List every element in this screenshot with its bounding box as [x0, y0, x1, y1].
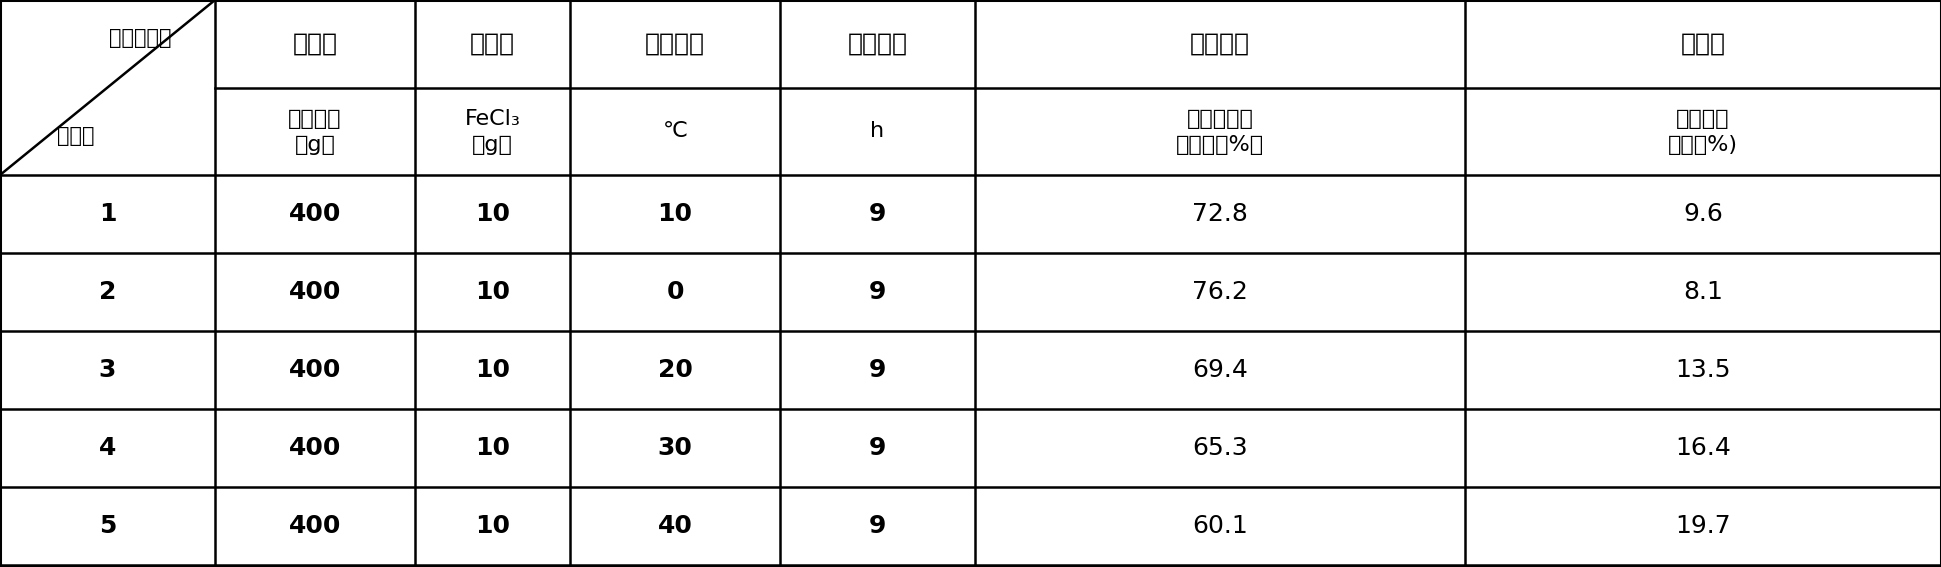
Text: 10: 10	[476, 358, 510, 382]
Text: 19.7: 19.7	[1675, 514, 1731, 538]
Text: 条件与结果: 条件与结果	[109, 28, 171, 49]
Text: 9.6: 9.6	[1683, 202, 1724, 226]
Text: 反应温度: 反应温度	[644, 32, 705, 56]
Text: 16.4: 16.4	[1675, 436, 1731, 460]
Text: 9: 9	[870, 358, 887, 382]
Text: 苯含量（%）: 苯含量（%）	[1176, 136, 1264, 155]
Text: 400: 400	[289, 280, 342, 304]
Text: 1: 1	[99, 202, 116, 226]
Text: 72.8: 72.8	[1192, 202, 1248, 226]
Text: 含量（%): 含量（%)	[1667, 136, 1737, 155]
Text: 10: 10	[476, 436, 510, 460]
Text: 2: 2	[99, 280, 116, 304]
Text: 10: 10	[476, 514, 510, 538]
Text: 3: 3	[99, 358, 116, 382]
Text: 9: 9	[870, 514, 887, 538]
Text: 5: 5	[99, 514, 116, 538]
Text: 65.3: 65.3	[1192, 436, 1248, 460]
Text: 400: 400	[289, 436, 342, 460]
Text: 副产物: 副产物	[1681, 32, 1726, 56]
Text: 10: 10	[476, 202, 510, 226]
Text: （g）: （g）	[472, 136, 512, 155]
Text: 69.4: 69.4	[1192, 358, 1248, 382]
Text: 反应时间: 反应时间	[848, 32, 908, 56]
Text: （g）: （g）	[295, 136, 336, 155]
Text: ℃: ℃	[662, 121, 687, 141]
Text: 反应物: 反应物	[293, 32, 338, 56]
Text: 二氯化物: 二氯化物	[1677, 109, 1729, 129]
Text: 10: 10	[476, 280, 510, 304]
Text: 400: 400	[289, 514, 342, 538]
Text: FeCl₃: FeCl₃	[464, 109, 520, 129]
Text: 40: 40	[658, 514, 693, 538]
Text: 9: 9	[870, 280, 887, 304]
Text: 三氟甲苯: 三氟甲苯	[289, 109, 342, 129]
Text: 4: 4	[99, 436, 116, 460]
Text: 60.1: 60.1	[1192, 514, 1248, 538]
Text: 13.5: 13.5	[1675, 358, 1731, 382]
Text: 76.2: 76.2	[1192, 280, 1248, 304]
Text: 400: 400	[289, 358, 342, 382]
Text: 30: 30	[658, 436, 693, 460]
Text: h: h	[870, 121, 885, 141]
Text: 10: 10	[658, 202, 693, 226]
Text: 8.1: 8.1	[1683, 280, 1724, 304]
Text: 20: 20	[658, 358, 693, 382]
Text: 400: 400	[289, 202, 342, 226]
Text: 9: 9	[870, 202, 887, 226]
Text: 9: 9	[870, 436, 887, 460]
Text: 实施例: 实施例	[56, 126, 93, 146]
Text: 反应产物: 反应产物	[1190, 32, 1250, 56]
Text: 0: 0	[666, 280, 683, 304]
Text: 催化剂: 催化剂	[470, 32, 514, 56]
Text: 间氯三氟甲: 间氯三氟甲	[1186, 109, 1254, 129]
